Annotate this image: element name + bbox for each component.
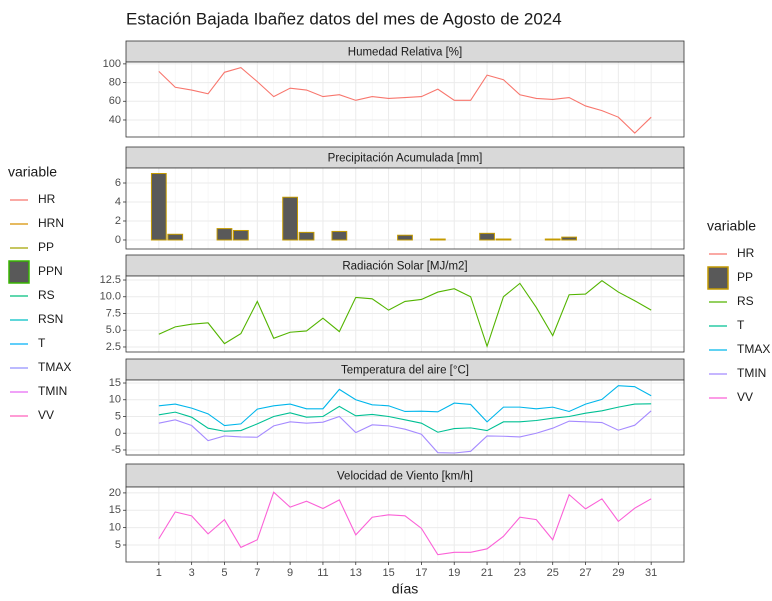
x-tick-label: 11 (317, 567, 328, 579)
series-line (158, 280, 652, 349)
legend-label: TMAX (737, 342, 770, 356)
legend-label: PPN (38, 264, 63, 278)
x-tick-label: 21 (481, 567, 493, 579)
bar (561, 236, 578, 241)
y-tick-label: 0 (115, 427, 121, 439)
bar (544, 238, 561, 241)
bar (282, 196, 299, 241)
y-tick-label: 2 (115, 215, 121, 227)
y-tick-label: 80 (109, 76, 121, 88)
panel-border (125, 275, 685, 353)
y-tick-label: 40 (109, 114, 121, 126)
legend-label: RS (38, 288, 55, 302)
series-line (158, 491, 652, 556)
bar (232, 229, 249, 241)
x-tick-label: 9 (287, 567, 293, 579)
legend-label: RS (737, 294, 754, 308)
series-line (158, 385, 652, 427)
y-tick-label: 12.5 (100, 274, 121, 286)
bar (298, 231, 315, 241)
legend-label: HR (737, 246, 755, 260)
y-tick-label: 5.0 (106, 324, 121, 336)
bar (397, 234, 413, 241)
y-tick-label: 0 (115, 234, 121, 246)
legend-label: HRN (38, 216, 64, 230)
y-tick-label: 60 (109, 95, 121, 107)
legend-label: TMIN (737, 366, 766, 380)
panel-title: Velocidad de Viento [km/h] (337, 471, 473, 483)
legend-label: VV (38, 408, 54, 422)
panel-title: Radiación Solar [MJ/m2] (342, 261, 467, 273)
bar (479, 232, 495, 241)
panel-title: Temperatura del aire [°C] (341, 365, 469, 377)
legend-title: variable (8, 164, 57, 180)
x-tick-label: 23 (514, 567, 526, 579)
x-tick-label: 5 (221, 567, 227, 579)
bar (331, 230, 348, 241)
legend-label: T (38, 336, 46, 350)
bar (216, 228, 233, 241)
y-tick-label: -5 (111, 444, 121, 456)
y-tick-label: 100 (103, 58, 121, 70)
y-tick-label: 5 (115, 410, 121, 422)
x-tick-label: 25 (547, 567, 559, 579)
y-tick-label: 10 (109, 522, 121, 534)
y-tick-label: 10 (109, 394, 121, 406)
bar (495, 238, 512, 241)
x-axis-label: días (392, 581, 418, 596)
x-tick-label: 7 (254, 567, 260, 579)
x-tick-label: 3 (189, 567, 195, 579)
panel-border (125, 167, 685, 250)
x-tick-label: 15 (382, 567, 394, 579)
panel-title: Humedad Relativa [%] (348, 47, 462, 59)
x-tick-label: 31 (645, 567, 657, 579)
x-tick-label: 13 (350, 567, 362, 579)
y-tick-label: 20 (109, 487, 121, 499)
y-tick-label: 5 (115, 539, 121, 551)
panel-border (125, 379, 685, 456)
x-tick-label: 19 (448, 567, 460, 579)
x-tick-label: 17 (415, 567, 427, 579)
y-tick-label: 6 (115, 177, 121, 189)
x-tick-label: 27 (579, 567, 591, 579)
legend-label: PP (737, 270, 753, 284)
legend-label: T (737, 318, 745, 332)
y-tick-label: 15 (109, 504, 121, 516)
chart-title: Estación Bajada Ibañez datos del mes de … (126, 9, 562, 28)
y-tick-label: 15 (109, 377, 121, 389)
legend-label: HR (38, 192, 56, 206)
legend-key (707, 266, 729, 290)
x-tick-label: 1 (156, 567, 162, 579)
panel-border (125, 486, 685, 563)
y-tick-label: 10.0 (100, 291, 121, 303)
y-tick-label: 4 (115, 196, 121, 208)
legend-label: TMAX (38, 360, 71, 374)
x-tick-label: 29 (612, 567, 624, 579)
panel-title: Precipitación Acumulada [mm] (328, 153, 483, 165)
legend-label: TMIN (38, 384, 67, 398)
panel-border (125, 61, 685, 138)
bar (150, 173, 167, 241)
legend-title: variable (707, 218, 756, 234)
legend-label: VV (737, 390, 753, 404)
series-line (158, 410, 652, 454)
bar (429, 238, 446, 241)
series-line (158, 67, 652, 134)
legend-label: RSN (38, 312, 63, 326)
y-tick-label: 2.5 (106, 341, 121, 353)
bar (167, 233, 184, 241)
y-tick-label: 7.5 (106, 307, 121, 319)
legend-label: PP (38, 240, 54, 254)
legend-key (8, 260, 30, 284)
series-line (158, 403, 652, 433)
